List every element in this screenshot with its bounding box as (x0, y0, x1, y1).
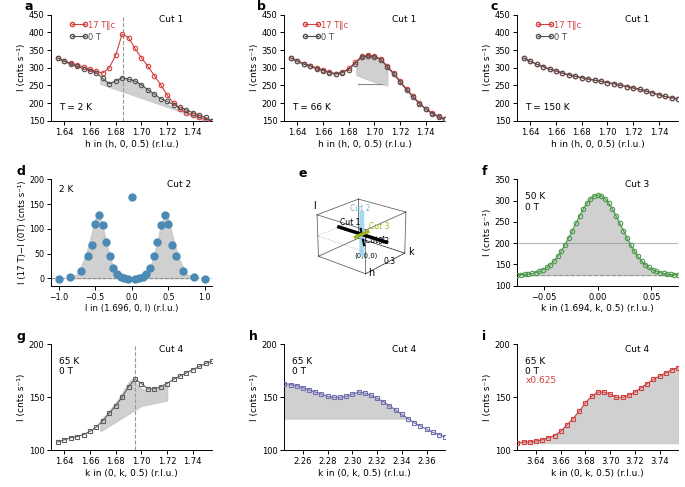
Text: Cut 2: Cut 2 (167, 180, 191, 189)
Text: b: b (257, 0, 266, 13)
Text: Cut 1: Cut 1 (625, 15, 649, 24)
X-axis label: k in (0, k, 0.5) (r.l.u.): k in (0, k, 0.5) (r.l.u.) (551, 469, 644, 478)
Text: 0 T: 0 T (321, 33, 334, 42)
Text: T = 2 K: T = 2 K (60, 103, 92, 112)
Text: a: a (24, 0, 33, 13)
Text: i: i (482, 330, 486, 343)
Text: Cut 1: Cut 1 (392, 15, 416, 24)
Text: Cut 4: Cut 4 (159, 345, 183, 354)
Y-axis label: I (cnts s⁻¹): I (cnts s⁻¹) (483, 44, 492, 92)
Text: 65 K
0 T: 65 K 0 T (60, 357, 79, 376)
Text: T = 66 K: T = 66 K (292, 103, 332, 112)
X-axis label: l in (1.696, 0, l) (r.l.u.): l in (1.696, 0, l) (r.l.u.) (85, 304, 178, 314)
Text: c: c (490, 0, 497, 13)
Text: Cut 3: Cut 3 (625, 180, 649, 189)
Y-axis label: I (cnts s⁻¹): I (cnts s⁻¹) (250, 374, 259, 421)
Text: 65 K
0 T: 65 K 0 T (292, 357, 312, 376)
Text: 2 K: 2 K (60, 185, 74, 194)
Y-axis label: I (cnts s⁻¹): I (cnts s⁻¹) (483, 209, 492, 256)
Text: g: g (16, 330, 25, 343)
Y-axis label: I (cnts s⁻¹): I (cnts s⁻¹) (483, 374, 492, 421)
X-axis label: k in (0, k, 0.5) (r.l.u.): k in (0, k, 0.5) (r.l.u.) (319, 469, 411, 478)
Text: 17 T‖c: 17 T‖c (554, 21, 582, 30)
Text: x0.625: x0.625 (525, 376, 557, 385)
Text: Cut 1: Cut 1 (159, 15, 184, 24)
Y-axis label: I (cnts s⁻¹): I (cnts s⁻¹) (16, 44, 26, 92)
Text: T = 150 K: T = 150 K (525, 103, 570, 112)
X-axis label: h in (h, 0, 0.5) (r.l.u.): h in (h, 0, 0.5) (r.l.u.) (318, 140, 412, 149)
Text: 65 K
0 T: 65 K 0 T (525, 357, 546, 376)
Y-axis label: I (17 T)−I (0T) (cnts s⁻¹): I (17 T)−I (0T) (cnts s⁻¹) (18, 181, 27, 284)
Text: 0 T: 0 T (554, 33, 567, 42)
X-axis label: h in (h, 0, 0.5) (r.l.u.): h in (h, 0, 0.5) (r.l.u.) (85, 140, 179, 149)
Text: 17 T‖c: 17 T‖c (321, 21, 349, 30)
X-axis label: k in (1.694, k, 0.5) (r.l.u.): k in (1.694, k, 0.5) (r.l.u.) (541, 304, 654, 314)
X-axis label: h in (h, 0, 0.5) (r.l.u.): h in (h, 0, 0.5) (r.l.u.) (551, 140, 645, 149)
Text: f: f (482, 165, 488, 178)
Text: h: h (249, 330, 258, 343)
Text: Cut 4: Cut 4 (625, 345, 649, 354)
Y-axis label: I (cnts s⁻¹): I (cnts s⁻¹) (17, 374, 26, 421)
Y-axis label: I (cnts s⁻¹): I (cnts s⁻¹) (250, 44, 259, 92)
X-axis label: k in (0, k, 0.5) (r.l.u.): k in (0, k, 0.5) (r.l.u.) (86, 469, 178, 478)
Text: d: d (16, 165, 25, 178)
Text: 50 K
0 T: 50 K 0 T (525, 192, 546, 211)
Text: 17 T‖c: 17 T‖c (88, 21, 116, 30)
Text: e: e (299, 167, 308, 180)
Text: Cut 4: Cut 4 (392, 345, 416, 354)
Text: 0 T: 0 T (88, 33, 101, 42)
